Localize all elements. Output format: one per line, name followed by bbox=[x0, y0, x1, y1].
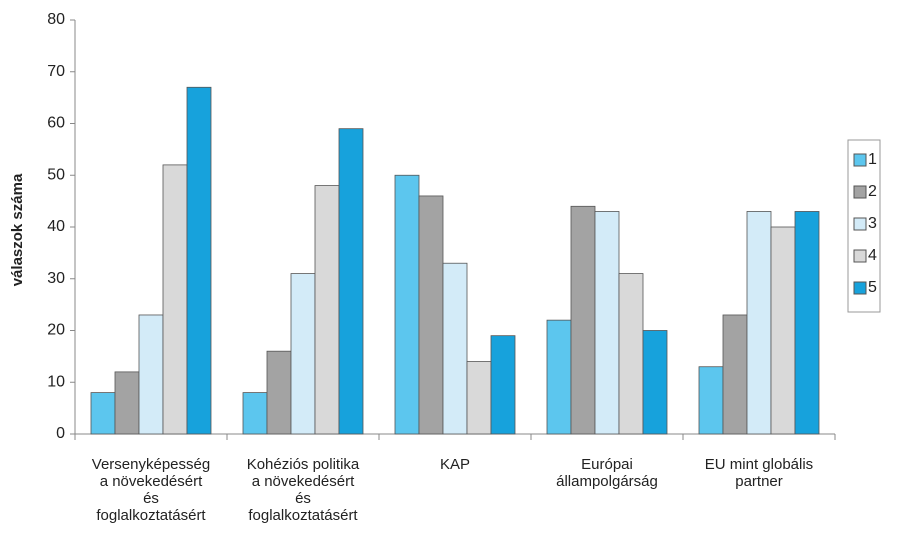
y-tick-label: 0 bbox=[56, 425, 65, 442]
y-tick-label: 70 bbox=[47, 63, 65, 80]
bar bbox=[746, 211, 772, 435]
bar bbox=[642, 330, 668, 435]
legend-swatch bbox=[853, 185, 867, 199]
bar bbox=[722, 314, 748, 435]
legend-label: 5 bbox=[868, 279, 877, 296]
y-tick-label: 60 bbox=[47, 115, 65, 132]
legend-swatch bbox=[853, 217, 867, 231]
legend-label: 1 bbox=[868, 151, 877, 168]
x-tick-label: EU mint globális partner bbox=[704, 456, 814, 490]
bar bbox=[242, 392, 268, 435]
y-tick-label: 20 bbox=[47, 322, 65, 339]
y-tick-label: 10 bbox=[47, 373, 65, 390]
bar bbox=[618, 273, 644, 435]
bar bbox=[90, 392, 116, 435]
bar bbox=[698, 366, 724, 435]
legend-label: 3 bbox=[868, 215, 877, 232]
bar bbox=[138, 314, 164, 435]
y-tick-label: 80 bbox=[47, 11, 65, 28]
bar bbox=[770, 226, 796, 435]
bar bbox=[594, 211, 620, 435]
bar bbox=[394, 174, 420, 435]
bar bbox=[186, 86, 212, 435]
legend-label: 2 bbox=[868, 183, 877, 200]
bar bbox=[266, 350, 292, 435]
legend-swatch bbox=[853, 249, 867, 263]
y-tick-label: 50 bbox=[47, 166, 65, 183]
bar bbox=[466, 361, 492, 435]
bar bbox=[794, 211, 820, 435]
bar bbox=[314, 185, 340, 435]
bar bbox=[570, 205, 596, 435]
bar bbox=[546, 319, 572, 435]
x-tick-label: KAP bbox=[439, 456, 470, 473]
x-tick-label: Kohéziós politika a növekedésért és fogl… bbox=[246, 456, 360, 524]
y-tick-label: 40 bbox=[47, 218, 65, 235]
bar bbox=[418, 195, 444, 435]
bar bbox=[338, 128, 364, 435]
bar bbox=[162, 164, 188, 435]
legend-swatch bbox=[853, 153, 867, 167]
legend-label: 4 bbox=[868, 247, 877, 264]
bar bbox=[442, 262, 468, 435]
x-tick-label: Európai állampolgárság bbox=[556, 456, 658, 490]
y-axis-label: válaszok száma bbox=[9, 173, 26, 286]
x-tick-label: Versenyképesség a növekedésért és foglal… bbox=[91, 456, 211, 524]
bar bbox=[490, 335, 516, 435]
bar bbox=[114, 371, 140, 435]
legend-swatch bbox=[853, 281, 867, 295]
y-tick-label: 30 bbox=[47, 270, 65, 287]
bar bbox=[290, 273, 316, 435]
